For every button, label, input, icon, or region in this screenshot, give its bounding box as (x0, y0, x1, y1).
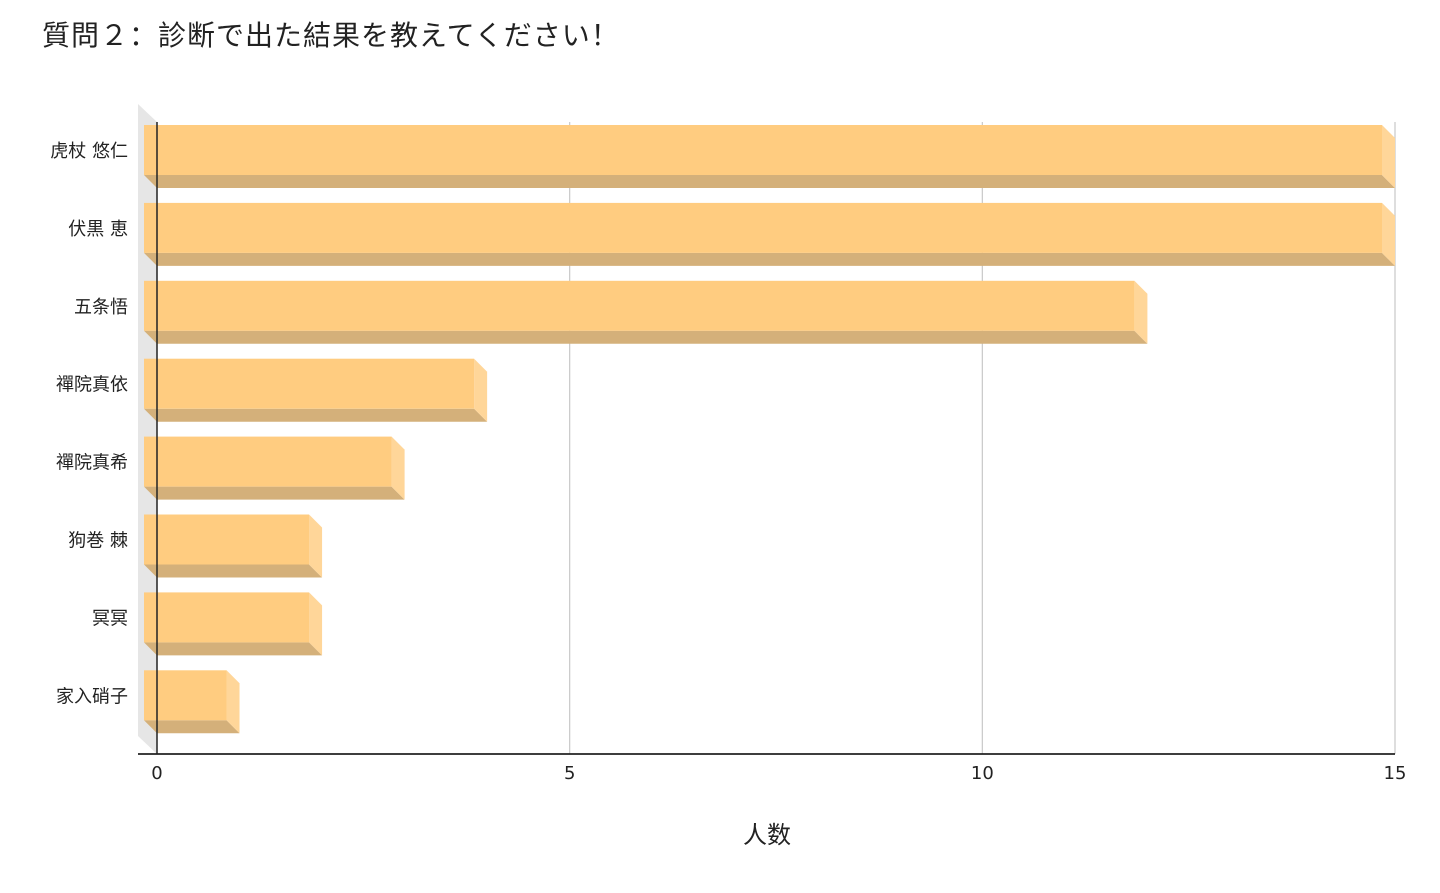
x-tick-label: 5 (564, 763, 575, 784)
category-label: 虎杖 悠仁 (50, 141, 128, 162)
bar-end-face (1134, 280, 1148, 344)
bar (144, 670, 240, 734)
bar-front-face (144, 358, 475, 409)
bar-end-face (391, 436, 405, 500)
side-wall-panel (138, 104, 157, 754)
bar (144, 358, 488, 422)
bar-front-face (144, 280, 1135, 331)
bar-bottom-face (144, 408, 488, 422)
bar-end-face (474, 358, 488, 422)
bar (144, 125, 1395, 188)
bar-bottom-face (144, 720, 240, 734)
category-label: 伏黒 恵 (68, 219, 128, 240)
bar-end-face (309, 592, 323, 656)
x-tick-label: 10 (971, 763, 994, 784)
category-label: 五条悟 (74, 297, 128, 318)
bar-front-face (144, 202, 1382, 253)
bar-front-face (144, 514, 310, 565)
bar-front-face (144, 125, 1382, 175)
chart-title: 質問２：診断で出た結果を教えてください！ (42, 19, 620, 52)
bar (144, 436, 405, 500)
bar-bottom-face (144, 564, 323, 578)
category-label: 家入硝子 (56, 686, 128, 707)
bar-bottom-face (144, 252, 1395, 266)
x-tick-label: 15 (1384, 763, 1407, 784)
category-label: 狗巻 棘 (68, 531, 128, 552)
bar (144, 592, 323, 656)
bar-front-face (144, 592, 310, 643)
bar-bottom-face (144, 175, 1395, 188)
bar-bottom-face (144, 642, 323, 656)
bars (144, 125, 1395, 734)
bar-end-face (309, 514, 323, 578)
category-label: 禪院真希 (56, 453, 128, 474)
bar (144, 514, 323, 578)
x-tick-label: 0 (151, 763, 162, 784)
bar-end-face (226, 670, 240, 734)
category-label: 冥冥 (92, 608, 128, 629)
bar-end-face (1382, 202, 1395, 266)
bar (144, 202, 1395, 266)
chart-side-wall (138, 104, 157, 754)
category-label: 禪院真依 (56, 375, 128, 396)
bar-front-face (144, 436, 392, 487)
axes (138, 122, 1395, 755)
x-axis-title: 人数 (743, 821, 791, 849)
bar-end-face (1382, 125, 1395, 188)
x-tick-labels: 0 5 10 15 (151, 763, 1406, 784)
bar-front-face (144, 670, 227, 721)
bar (144, 280, 1148, 344)
bar-bottom-face (144, 330, 1148, 344)
bar-bottom-face (144, 486, 405, 500)
